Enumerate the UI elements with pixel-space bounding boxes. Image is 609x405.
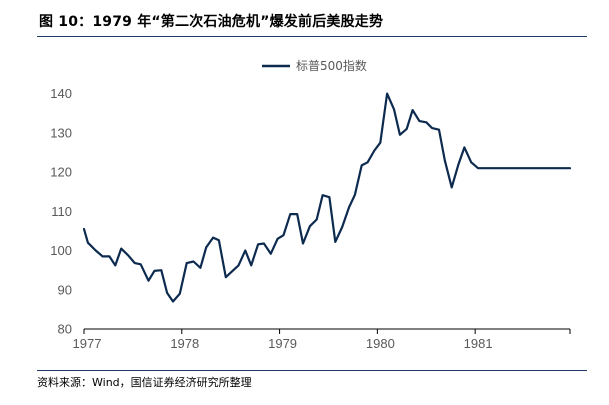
y-tick-label: 90 bbox=[58, 282, 72, 297]
series-line-sp500 bbox=[82, 92, 572, 303]
footer-divider bbox=[37, 370, 587, 371]
figure-title: 图 10：1979 年“第二次石油危机”爆发前后美股走势 bbox=[39, 14, 384, 30]
y-tick-label: 140 bbox=[50, 86, 72, 101]
y-axis-ticks: 80 90 100 110 120 130 140 bbox=[50, 86, 72, 336]
title-divider bbox=[37, 36, 587, 37]
legend-label: 标普500指数 bbox=[296, 58, 367, 73]
y-tick-label: 120 bbox=[50, 165, 72, 180]
y-tick-label: 80 bbox=[58, 322, 72, 337]
x-tick-label: 1981 bbox=[464, 336, 493, 351]
y-tick-label: 130 bbox=[50, 125, 72, 140]
x-tick-label: 1977 bbox=[73, 336, 102, 351]
y-tick-label: 110 bbox=[51, 204, 72, 219]
chart-legend: 标普500指数 bbox=[262, 58, 367, 73]
x-tick-label: 1980 bbox=[366, 336, 395, 351]
x-tick-label: 1978 bbox=[170, 336, 199, 351]
x-tick-label: 1979 bbox=[268, 336, 297, 351]
source-note: 资料来源：Wind，国信证券经济研究所整理 bbox=[37, 376, 252, 389]
x-axis-ticks: 1977 1978 1979 1980 1981 bbox=[73, 329, 571, 351]
y-tick-label: 100 bbox=[50, 243, 72, 258]
